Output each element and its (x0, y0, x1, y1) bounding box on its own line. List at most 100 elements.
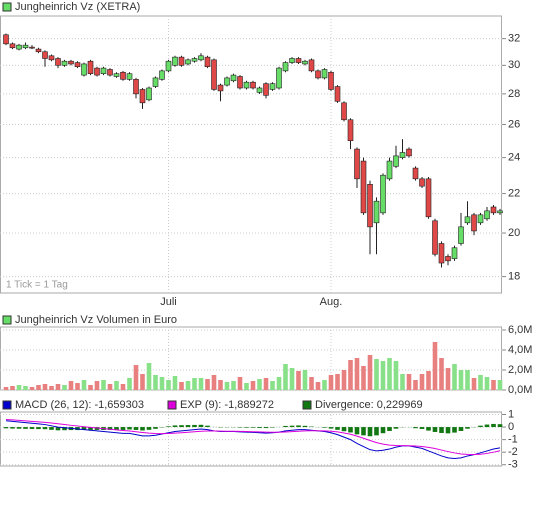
divergence-bar (348, 427, 353, 432)
candle-body (10, 44, 15, 48)
candle-body (257, 88, 262, 92)
divergence-bar (257, 427, 262, 428)
divergence-bar (413, 427, 418, 428)
candle-body (472, 215, 477, 231)
volume-bar (186, 381, 191, 390)
volume-bar (400, 374, 405, 390)
divergence-bar (290, 426, 295, 427)
candle-body (361, 161, 366, 213)
candle-body (459, 227, 464, 244)
candle-body (23, 45, 28, 48)
volume-bar (82, 380, 87, 390)
candle-body (82, 64, 87, 75)
y-tick-label: 30 (508, 59, 520, 71)
candle-body (218, 85, 223, 91)
candle-body (329, 72, 334, 89)
volume-bar (192, 378, 197, 390)
volume-bar (433, 342, 438, 390)
candle-body (303, 61, 308, 64)
candle-body (166, 61, 171, 71)
candle-body (30, 47, 35, 48)
divergence-bar (433, 427, 438, 432)
volume-bar (322, 380, 327, 390)
volume-bar (270, 381, 275, 390)
volume-bar (368, 355, 373, 390)
volume-bar (420, 374, 425, 390)
volume-bar (381, 361, 386, 390)
legend-label: EXP (9): -1,889272 (180, 399, 274, 411)
volume-bar (426, 371, 431, 390)
divergence-bar (374, 427, 379, 435)
candle-body (36, 49, 41, 52)
candle-body (491, 207, 496, 213)
volume-bar (374, 359, 379, 390)
volume-bar (199, 378, 204, 390)
volume-bar (277, 377, 282, 390)
volume-bar (56, 384, 61, 390)
volume-bar (283, 364, 288, 390)
volume-bar (121, 384, 126, 390)
volume-bar (43, 384, 48, 390)
candle-body (49, 56, 54, 60)
candle-body (498, 211, 503, 213)
volume-bar (387, 358, 392, 390)
candle-body (75, 63, 80, 67)
divergence-bar (238, 427, 243, 428)
volume-bar (17, 385, 22, 390)
divergence-bar (30, 427, 35, 429)
y-tick-label: 1 (508, 408, 514, 420)
divergence-bar (121, 427, 126, 430)
candle-body (368, 184, 373, 227)
divergence-bar (361, 427, 366, 435)
divergence-bar (4, 427, 9, 428)
volume-bar (36, 385, 41, 390)
divergence-bar (309, 427, 314, 428)
volume-bar (290, 368, 295, 390)
volume-bar (329, 375, 334, 390)
candle-body (140, 89, 145, 102)
divergence-bar (192, 425, 197, 427)
volume-bar (134, 365, 139, 390)
x-tick-label: Aug. (320, 296, 343, 308)
volume-bar (101, 380, 106, 390)
divergence-bar (283, 426, 288, 427)
y-tick-label: 2,0M (508, 364, 532, 376)
volume-bar (465, 370, 470, 390)
candle-body (134, 79, 139, 94)
candle-body (420, 179, 425, 186)
divergence-bar (452, 427, 457, 433)
volume-bar (108, 384, 113, 390)
divergence-bar (49, 427, 54, 430)
candle-body (316, 71, 321, 78)
candle-body (186, 60, 191, 64)
divergence-bar (166, 426, 171, 427)
volume-bar (446, 368, 451, 390)
divergence-bar (485, 425, 490, 428)
volume-bar (75, 383, 80, 390)
divergence-bar (303, 426, 308, 427)
candle-body (205, 57, 210, 67)
volume-bar (296, 371, 301, 390)
volume-bar (472, 378, 477, 390)
divergence-bar (127, 427, 132, 429)
volume-bar (205, 379, 210, 390)
divergence-bar (465, 427, 470, 429)
candle-body (452, 248, 457, 259)
divergence-bar (426, 427, 431, 431)
volume-bar (342, 370, 347, 390)
volume-bar (160, 377, 165, 390)
candle-body (160, 71, 165, 79)
candle-body (270, 84, 275, 90)
volume-bar (348, 360, 353, 390)
y-tick-label: 0 (508, 421, 514, 433)
candle-body (251, 82, 256, 88)
divergence-bar (43, 427, 48, 429)
volume-bar (309, 377, 314, 390)
candle-body (127, 74, 132, 80)
divergence-bar (17, 427, 22, 429)
volume-bar (244, 383, 249, 390)
volume-bar (114, 381, 119, 390)
volume-bar (485, 377, 490, 390)
y-tick-label: 28 (508, 88, 520, 100)
candle-body (355, 149, 360, 179)
